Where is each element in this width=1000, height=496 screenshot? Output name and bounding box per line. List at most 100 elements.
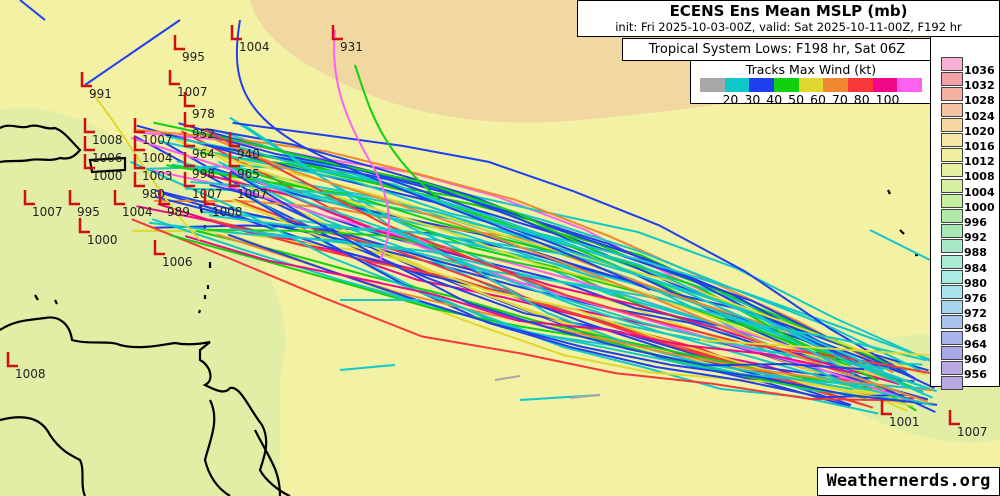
pressure-level-label: 968: [964, 322, 987, 336]
wind-legend-labels: 20 30 40 50 60 70 80 100: [722, 92, 900, 107]
pressure-level-label: 992: [964, 231, 987, 245]
low-marker-icon: [78, 218, 90, 234]
pressure-swatch: [941, 239, 963, 254]
ensemble-track: [130, 137, 915, 403]
pressure-swatch: [941, 163, 963, 178]
pressure-swatch: [941, 133, 963, 147]
low-marker-icon: [158, 190, 170, 206]
tropical-low: 995: [173, 35, 205, 64]
low-pressure-label: 989: [167, 205, 190, 219]
ensemble-track: [153, 121, 879, 382]
tropical-low: 1000: [78, 218, 118, 247]
low-marker-icon: [203, 190, 215, 206]
pressure-swatch: [941, 57, 963, 71]
low-pressure-label: 964: [192, 147, 215, 161]
map-subtitle: init: Fri 2025-10-03-00Z, valid: Sat 202…: [615, 20, 962, 34]
pressure-level-label: 1036: [964, 64, 995, 77]
tropical-low: 964: [183, 132, 215, 161]
tropical-lows: 995 1004 931 991 1007 978 952 1008 1007 1004 964 94…: [6, 25, 988, 439]
tropical-low: 1008: [203, 190, 243, 219]
tropical-low: 1001: [880, 400, 920, 429]
ensemble-track: [339, 229, 931, 401]
tropical-low: 1007: [183, 172, 223, 201]
pressure-level-label: 1000: [964, 200, 995, 214]
map-title: ECENS Ens Mean MSLP (mb): [669, 2, 908, 20]
wind-color-bar: [700, 78, 923, 92]
pressure-swatch: [941, 361, 963, 375]
ensemble-track: [232, 121, 916, 380]
pressure-swatch: [941, 269, 963, 284]
low-pressure-label: 931: [340, 40, 363, 54]
tropical-low: 1007: [948, 410, 988, 439]
low-marker-icon: [6, 352, 18, 368]
low-pressure-label: 1006: [162, 255, 193, 269]
low-pressure-label: 1007: [142, 133, 173, 147]
low-pressure-label: 978: [192, 107, 215, 121]
low-pressure-label: 1003: [142, 169, 173, 183]
pressure-level-label: 1028: [964, 94, 995, 108]
low-marker-icon: [153, 240, 165, 256]
tropical-low: 1004: [230, 25, 270, 54]
ensemble-track: [190, 181, 856, 376]
ensemble-tracks: [19, 0, 1000, 415]
low-marker-icon: [228, 152, 240, 168]
tropical-low: 1007: [23, 190, 63, 219]
ensemble-track: [138, 166, 879, 377]
pressure-swatch: [941, 209, 963, 223]
ensemble-track: [131, 218, 907, 402]
low-pressure-label: 1004: [142, 151, 173, 165]
low-pressure-label: 1008: [92, 133, 123, 147]
tropical-low: 1006: [153, 240, 193, 269]
low-pressure-label: 998: [192, 167, 215, 181]
pressure-swatch: [941, 285, 963, 299]
pressure-swatch: [941, 315, 963, 330]
ensemble-track: [162, 192, 866, 365]
tropical-low: 989: [158, 190, 190, 219]
tropical-low: 1008: [83, 118, 123, 147]
low-pressure-label: 1007: [237, 187, 268, 201]
low-pressure-label: 991: [89, 87, 112, 101]
low-pressure-label: 995: [77, 205, 100, 219]
tropical-low: 1006: [83, 136, 123, 165]
low-marker-icon: [948, 410, 960, 426]
tropical-low: 1003: [133, 154, 173, 183]
tropical-low: 978: [183, 92, 215, 121]
pressure-swatch: [941, 224, 963, 239]
ensemble-track: [176, 139, 897, 383]
tropical-low: 1000: [83, 154, 123, 183]
low-pressure-label: 1007: [192, 187, 223, 201]
pressure-colorbar: 1036 1032 1028 1024 1020 1016 1012 1008 1004 1000…: [930, 37, 1000, 391]
low-pressure-label: 1008: [212, 205, 243, 219]
hispaniola-coast: [0, 124, 82, 164]
low-pressure-label: 1007: [177, 85, 208, 99]
low-marker-icon: [228, 132, 240, 148]
ensemble-track: [236, 189, 907, 399]
ensemble-track: [229, 116, 890, 370]
low-pressure-label: 1006: [92, 151, 123, 165]
pressure-level-label: 1024: [964, 109, 995, 123]
wind-swatch: [823, 78, 849, 92]
low-pressure-label: 1000: [92, 169, 123, 183]
low-marker-icon: [133, 172, 145, 188]
pressure-swatch: [941, 148, 963, 163]
ensemble-track: [170, 234, 867, 400]
low-marker-icon: [183, 152, 195, 168]
wind-legend: Tracks Max Wind (kt) 20 30 40 50 60 70 8…: [690, 60, 932, 107]
tropical-low: 1004: [133, 136, 173, 165]
title-panel: ECENS Ens Mean MSLP (mb) init: Fri 2025-…: [577, 0, 1000, 37]
low-pressure-label: 952: [192, 127, 215, 141]
low-marker-icon: [23, 190, 35, 206]
pressure-level-label: 964: [964, 337, 987, 351]
low-pressure-label: 1004: [122, 205, 153, 219]
ensemble-track: [203, 134, 928, 403]
ensemble-track: [229, 170, 865, 371]
pressure-level-label: 996: [964, 216, 987, 229]
pressure-level-label: 1016: [964, 140, 995, 153]
pressure-level-label: 1020: [964, 124, 995, 138]
tropical-low: 1007: [228, 172, 268, 201]
venezuela-border: [0, 399, 282, 496]
pressure-level-label: 976: [964, 292, 987, 305]
pressure-swatch: [941, 117, 963, 132]
pressure-level-label: 956: [964, 368, 987, 381]
